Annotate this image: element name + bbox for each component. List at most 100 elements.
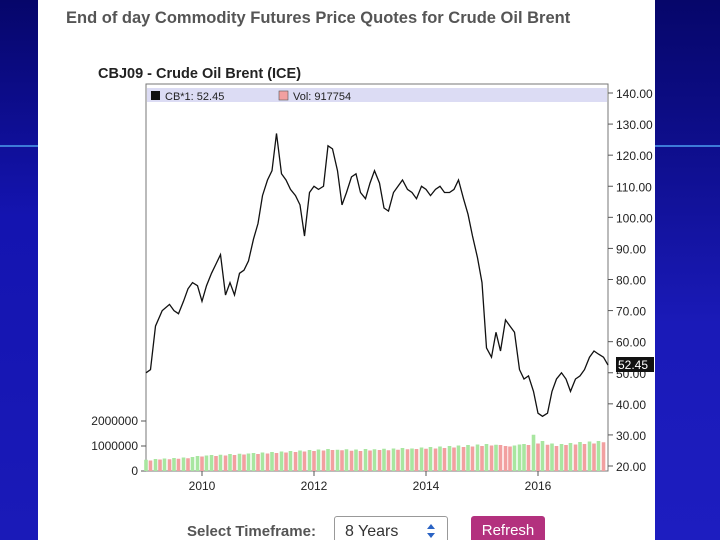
volume-bar	[372, 449, 377, 471]
volume-bar	[307, 450, 312, 471]
volume-bar	[545, 444, 550, 471]
volume-bar	[368, 450, 372, 471]
x-axis-label: 2014	[413, 479, 440, 493]
volume-bar	[256, 454, 260, 471]
volume-bar	[480, 446, 484, 471]
volume-bar	[554, 446, 559, 471]
volume-bar	[223, 455, 228, 471]
slide-background-right	[655, 0, 720, 540]
volume-axis-label: 1000000	[91, 439, 138, 453]
x-axis-label: 2012	[301, 479, 328, 493]
screenshot-panel: End of day Commodity Futures Price Quote…	[38, 0, 655, 540]
volume-bar	[340, 450, 344, 471]
timeframe-value: 8 Years	[345, 523, 399, 540]
volume-bar	[475, 444, 480, 471]
volume-bar	[526, 445, 531, 471]
refresh-button[interactable]: Refresh	[471, 516, 545, 540]
volume-bar	[568, 443, 573, 471]
volume-bar	[284, 452, 288, 471]
volume-bar	[438, 446, 442, 471]
price-axis-label: 90.00	[616, 242, 646, 256]
price-legend-swatch	[151, 91, 160, 100]
volume-bar	[288, 451, 293, 471]
volume-bar	[377, 450, 382, 471]
volume-bar	[265, 453, 270, 471]
volume-bar	[312, 451, 316, 471]
price-axis-label: 60.00	[616, 336, 646, 350]
price-axis-label: 130.00	[616, 118, 653, 132]
volume-bar	[321, 450, 326, 471]
volume-bar	[162, 458, 167, 471]
volume-bar	[442, 448, 447, 471]
volume-bar	[410, 448, 414, 471]
volume-bar	[209, 455, 214, 471]
volume-bar	[578, 442, 582, 471]
volume-bar	[484, 444, 489, 471]
price-axis-label: 100.00	[616, 211, 653, 225]
volume-bar	[386, 450, 391, 471]
volume-bar	[592, 443, 596, 471]
timeframe-select[interactable]: 8 Years	[334, 516, 448, 540]
volume-bar	[531, 434, 536, 471]
volume-bar	[316, 449, 321, 471]
volume-bar	[167, 459, 172, 471]
volume-bar	[232, 455, 237, 471]
slide-background-left	[0, 0, 38, 540]
volume-bar	[447, 446, 452, 471]
volume-bar	[172, 458, 176, 471]
volume-bar	[433, 448, 438, 471]
volume-bar	[176, 458, 181, 471]
volume-bar	[218, 454, 223, 471]
x-axis-label: 2010	[189, 479, 216, 493]
price-axis-label: 80.00	[616, 274, 646, 288]
slide-accent-line	[655, 145, 720, 147]
volume-axis-label: 2000000	[91, 414, 138, 428]
volume-bar	[601, 442, 606, 471]
volume-bar	[466, 445, 470, 471]
volume-bar	[522, 444, 526, 471]
volume-bar	[228, 454, 232, 471]
volume-bar	[452, 447, 456, 471]
volume-bar	[326, 449, 330, 471]
volume-bar	[498, 445, 503, 471]
volume-bar	[158, 459, 162, 471]
volume-bar	[246, 453, 251, 471]
volume-bar	[582, 444, 587, 471]
volume-bar	[573, 444, 578, 471]
volume-bar	[344, 449, 349, 471]
volume-bar	[382, 448, 386, 471]
volume-bar	[414, 449, 419, 471]
price-chart: CB*1: 52.45 Vol: 917754 140.00 130.00 120.…	[91, 83, 654, 493]
volume-bar	[419, 447, 424, 471]
volume-bar	[214, 456, 218, 471]
chart-title: CBJ09 - Crude Oil Brent (ICE)	[98, 66, 302, 82]
volume-bar	[564, 445, 568, 471]
volume-bar	[204, 455, 209, 471]
volume-bar	[190, 457, 195, 471]
volume-bar	[358, 451, 363, 471]
volume-bar	[596, 441, 601, 471]
select-arrows-icon	[427, 524, 435, 538]
volume-bar	[503, 446, 508, 471]
volume-bar	[550, 443, 554, 471]
last-value-label: 52.45	[618, 358, 648, 372]
page-title: End of day Commodity Futures Price Quote…	[66, 9, 571, 27]
volume-bar	[148, 460, 153, 471]
volume-bar	[186, 458, 190, 471]
volume-bar	[512, 445, 517, 471]
volume-bar	[195, 456, 200, 471]
x-axis-label: 2016	[525, 479, 552, 493]
price-axis-label: 120.00	[616, 149, 653, 163]
volume-bar	[363, 449, 368, 471]
volume-bar	[251, 453, 256, 471]
volume-bar	[428, 447, 433, 471]
volume-bar	[354, 449, 358, 471]
volume-bar	[559, 444, 564, 471]
volume-bar	[293, 452, 298, 471]
volume-legend-label: Vol: 917754	[293, 91, 351, 103]
volume-bar	[237, 453, 242, 471]
volume-bar	[517, 444, 522, 471]
volume-bar	[274, 453, 279, 471]
volume-bar	[508, 446, 512, 471]
legend-bar	[147, 88, 607, 102]
